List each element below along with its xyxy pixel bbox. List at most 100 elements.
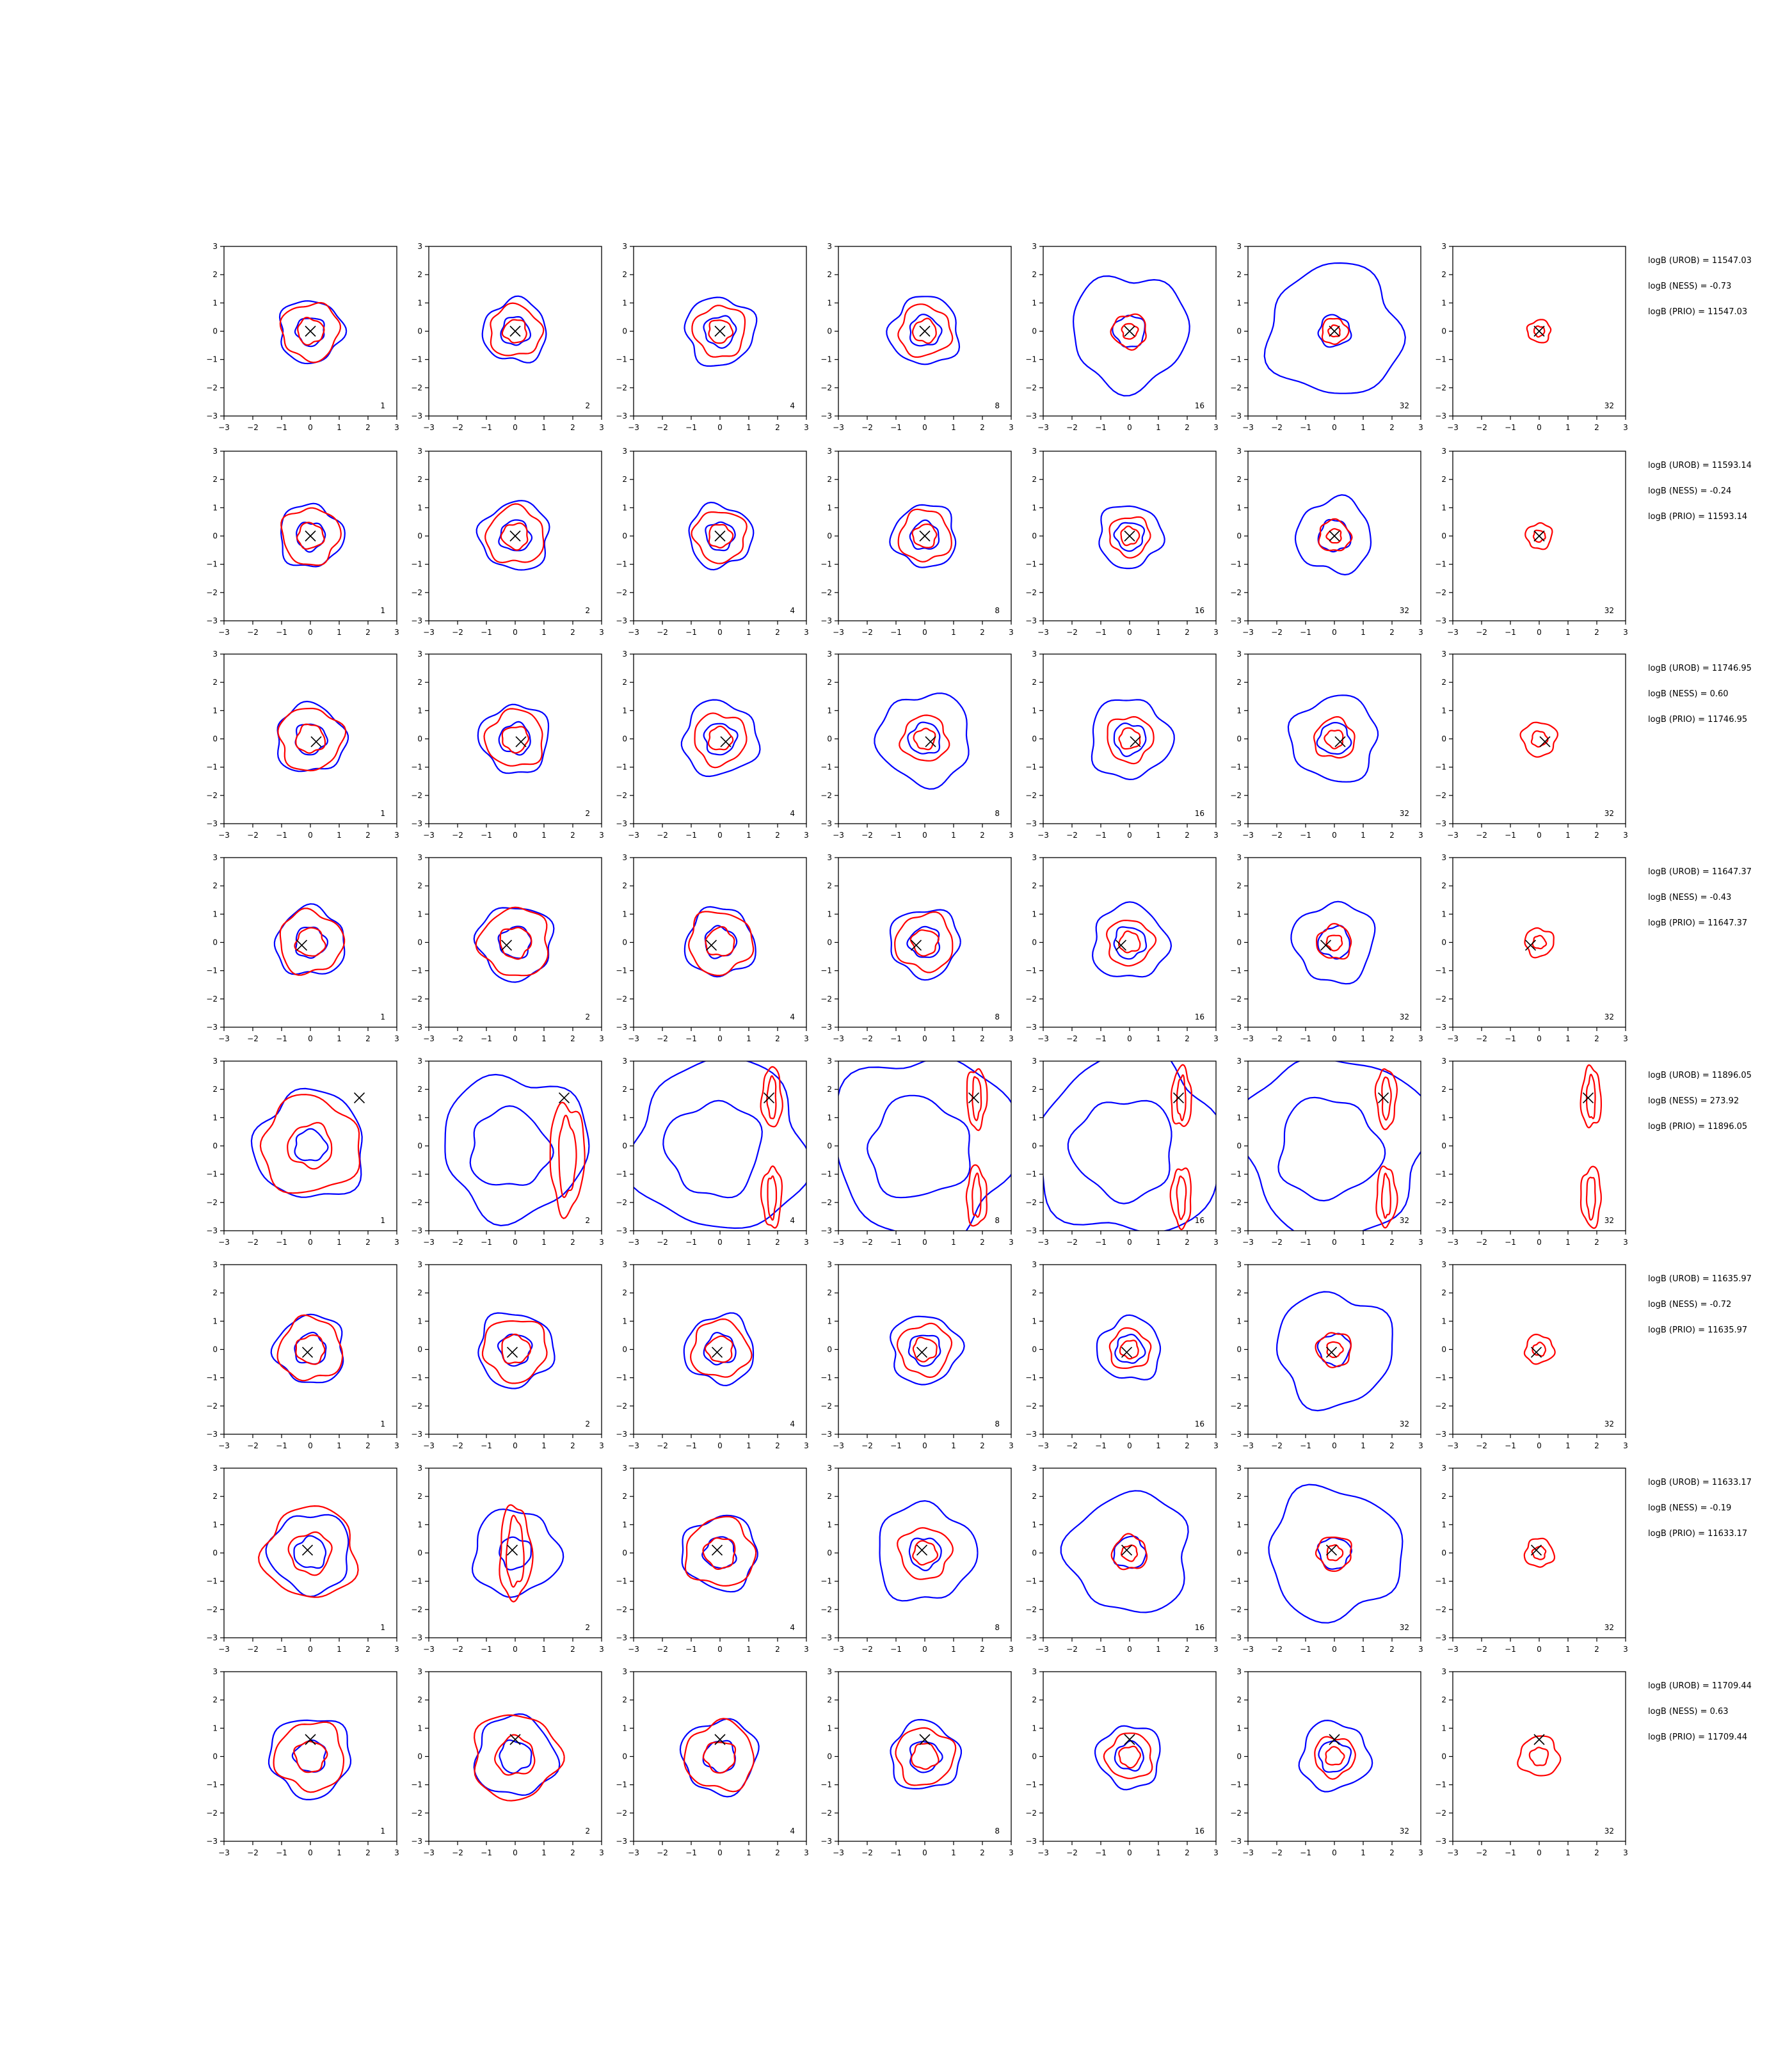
y-tick-label: −2 [1435, 995, 1446, 1004]
x-tick-label: −2 [1476, 1848, 1487, 1857]
y-tick-label: 1 [1236, 1113, 1242, 1122]
y-tick-label: −1 [1025, 1373, 1037, 1382]
red-contour-inner [913, 727, 936, 751]
x-tick-label: 1 [337, 423, 342, 432]
y-tick-label: −2 [1435, 1605, 1446, 1614]
y-tick-label: −2 [1435, 588, 1446, 597]
blue-contour-inner [908, 1334, 941, 1367]
y-tick-label: −3 [206, 616, 218, 625]
red-contour-inner [707, 725, 734, 751]
x-tick-label: 1 [1565, 1238, 1571, 1247]
x-tick-label: 3 [804, 1238, 809, 1247]
blue-contour-outer [1298, 1719, 1373, 1793]
red-contour-inner [912, 1336, 938, 1363]
x-tick-label: 1 [337, 1645, 342, 1654]
red-contour-inner [704, 1335, 733, 1363]
subplot: −3−3 −2 −2 −1 −1 0 0 1 1 2 2 3 3 4 [616, 1464, 809, 1654]
red-contour-inner [912, 1540, 939, 1566]
x-tick-label: −3 [1447, 423, 1459, 432]
x-tick-label: 3 [1009, 1238, 1014, 1247]
true-value-marker [714, 530, 726, 542]
y-tick-label: −3 [206, 1837, 218, 1846]
x-tick-label: 0 [1537, 1645, 1542, 1654]
x-tick-label: −1 [1505, 1034, 1516, 1043]
x-tick-label: 0 [1127, 831, 1132, 840]
y-tick-label: −3 [206, 1430, 218, 1439]
y-tick-label: 1 [212, 909, 218, 918]
subplot: −3−3 −2 −2 −1 −1 0 0 1 1 2 2 3 3 1 [206, 447, 399, 637]
subplot: −3−3 −2 −2 −1 −1 0 0 1 1 2 2 3 3 32 [1435, 1464, 1628, 1654]
y-tick-label: −3 [1025, 1430, 1037, 1439]
y-tick-label: −3 [206, 412, 218, 420]
y-tick-label: −2 [206, 1605, 218, 1614]
y-tick-label: 0 [417, 1345, 422, 1354]
row-stat-text: logB (NESS) = -0.72 [1648, 1300, 1731, 1309]
row-stat-text: logB (PRIO) = 11593.14 [1648, 512, 1747, 522]
y-tick-label: −1 [206, 560, 218, 569]
red-contour-outer [483, 708, 543, 767]
y-tick-label: 3 [1032, 853, 1037, 862]
x-tick-label: 1 [1156, 1441, 1161, 1450]
y-tick-label: 2 [1441, 678, 1446, 687]
y-tick-label: 0 [1032, 1549, 1037, 1558]
y-tick-label: −1 [1025, 763, 1037, 772]
x-tick-label: 3 [1623, 1034, 1628, 1043]
y-tick-label: 2 [827, 1288, 832, 1297]
subplot: −3−3 −2 −2 −1 −1 0 0 1 1 2 2 3 3 1 [206, 1464, 399, 1654]
x-tick-label: 2 [1594, 1238, 1599, 1247]
x-tick-label: −1 [1505, 1441, 1516, 1450]
true-value-marker [1377, 1092, 1389, 1103]
y-tick-label: 0 [827, 735, 832, 744]
y-tick-label: 3 [1032, 447, 1037, 456]
red-contour-lower-inner [972, 1172, 982, 1218]
plot-area [1098, 505, 1165, 570]
blue-contour-outer [889, 909, 961, 981]
x-tick-label: 3 [1623, 1238, 1628, 1247]
row-stat-text: logB (UROB) = 11746.95 [1648, 664, 1752, 673]
y-tick-label: −2 [206, 995, 218, 1004]
subplot: −3−3 −2 −2 −1 −1 0 0 1 1 2 2 3 3 16 [1025, 1464, 1219, 1654]
x-tick-label: 2 [365, 1238, 371, 1247]
panel-label: 2 [585, 401, 590, 410]
red-contour-outer [1315, 1536, 1352, 1572]
y-tick-label: 3 [827, 1464, 832, 1473]
y-tick-label: 3 [622, 1667, 627, 1676]
y-tick-label: −2 [1025, 1809, 1037, 1818]
red-contour-inner [1532, 934, 1548, 950]
blue-contour-outer [886, 296, 961, 365]
subplot: −3−3 −2 −2 −1 −1 0 0 1 1 2 2 3 3 32 [1230, 1667, 1423, 1857]
x-tick-label: −1 [481, 1848, 492, 1857]
blue-contour-inner [294, 1128, 329, 1162]
x-tick-label: 1 [1565, 1441, 1571, 1450]
x-tick-label: 0 [1332, 831, 1337, 840]
x-tick-label: −2 [657, 423, 668, 432]
row-stat-text: logB (PRIO) = 11896.05 [1648, 1122, 1747, 1132]
y-tick-label: −2 [206, 791, 218, 800]
x-tick-label: 3 [394, 423, 399, 432]
y-tick-label: 0 [1032, 1345, 1037, 1354]
x-tick-label: −1 [1505, 1848, 1516, 1857]
plot-area [1091, 699, 1175, 781]
y-tick-label: 3 [1236, 1464, 1242, 1473]
y-tick-label: 2 [827, 881, 832, 890]
plot-area [1290, 900, 1376, 985]
x-tick-label: 0 [1332, 1848, 1337, 1857]
panel-label: 4 [790, 1216, 795, 1225]
panel-label: 8 [995, 1012, 1000, 1021]
x-tick-label: −3 [1242, 831, 1254, 840]
x-tick-label: 3 [804, 1848, 809, 1857]
blue-contour-inner [909, 314, 943, 347]
y-tick-label: −3 [616, 616, 627, 625]
y-tick-label: 3 [1236, 447, 1242, 456]
x-tick-label: 3 [1213, 1645, 1219, 1654]
subplot: −3−3 −2 −2 −1 −1 0 0 1 1 2 2 3 3 16 [1025, 1667, 1219, 1857]
y-tick-label: −3 [616, 1430, 627, 1439]
y-tick-label: 2 [212, 678, 218, 687]
true-value-marker [1329, 325, 1340, 337]
blue-contour-inner [1317, 314, 1352, 348]
axes-frame [838, 1060, 1012, 1231]
y-tick-label: 2 [622, 270, 627, 279]
red-contour-inner [501, 319, 527, 344]
y-tick-label: −3 [616, 1226, 627, 1235]
subplot: −3−3 −2 −2 −1 −1 0 0 1 1 2 2 3 3 1 [206, 1057, 399, 1247]
